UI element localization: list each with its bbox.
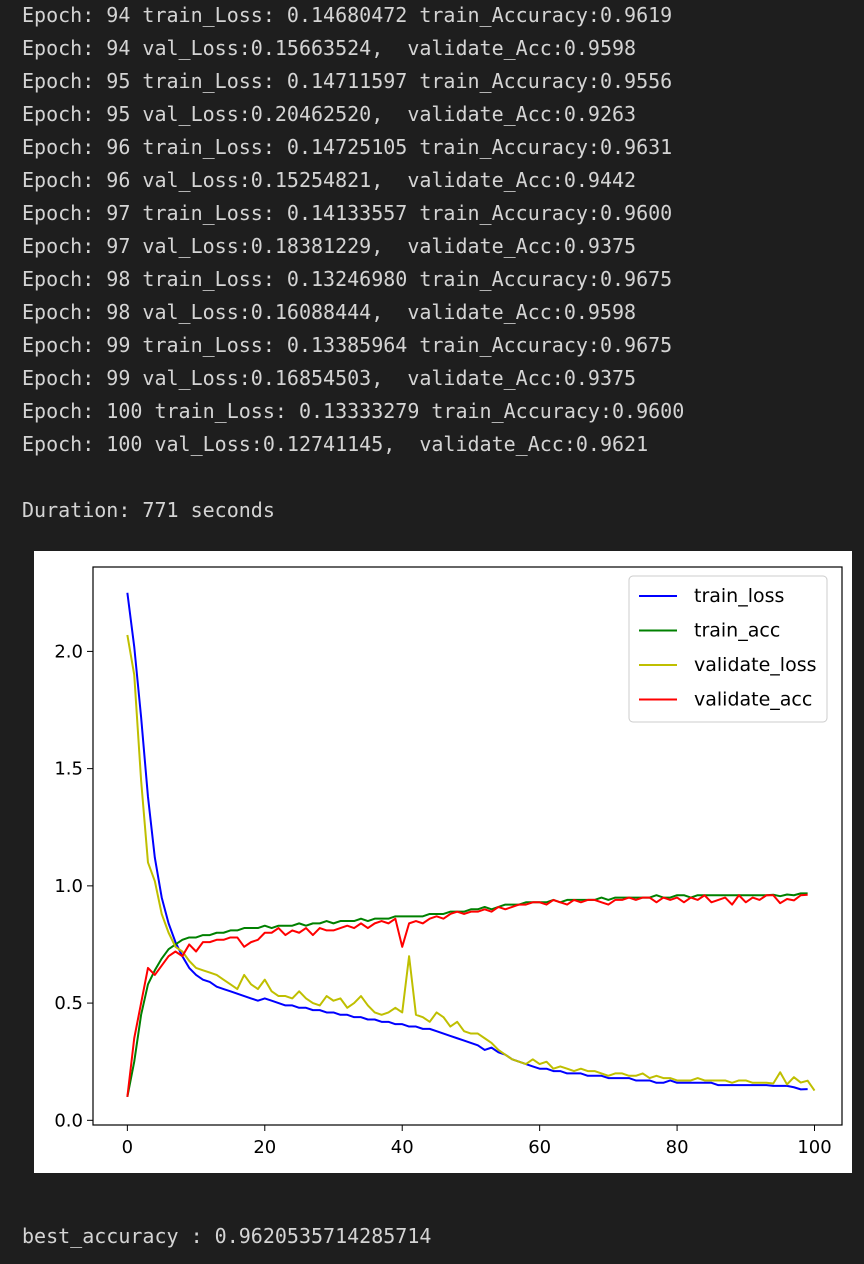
- log-line: Epoch: 97 train_Loss: 0.14133557 train_A…: [22, 201, 673, 225]
- legend-label-validate-loss: validate_loss: [694, 654, 817, 676]
- x-tick-label: 0: [122, 1137, 133, 1158]
- plot-frame: [92, 566, 843, 1126]
- log-line: Epoch: 99 val_Loss:0.16854503, validate_…: [22, 366, 637, 390]
- log-line: Epoch: 96 train_Loss: 0.14725105 train_A…: [22, 135, 673, 159]
- series-line-validate-acc: [126, 893, 808, 1097]
- log-line: Epoch: 95 train_Loss: 0.14711597 train_A…: [22, 69, 673, 93]
- log-line: Epoch: 95 val_Loss:0.20462520, validate_…: [22, 102, 637, 126]
- y-tick-label: 1.0: [54, 876, 83, 897]
- log-line: Epoch: 98 train_Loss: 0.13246980 train_A…: [22, 267, 673, 291]
- axes-layer: 0 20 40 60 80 100 0.0 0.5 1.0 1.5 2.0: [54, 566, 843, 1158]
- x-tick-label: 100: [797, 1137, 831, 1158]
- legend-label-train-loss: train_loss: [694, 585, 784, 607]
- y-tick-label: 1.5: [54, 759, 83, 780]
- best-accuracy-text: best_accuracy : 0.9620535714285714: [22, 1224, 432, 1248]
- series-line-train-loss: [126, 592, 808, 1091]
- x-tick-label: 40: [391, 1137, 414, 1158]
- log-line: Epoch: 94 val_Loss:0.15663524, validate_…: [22, 36, 637, 60]
- log-line: Epoch: 94 train_Loss: 0.14680472 train_A…: [22, 3, 673, 27]
- series-line-validate-loss: [126, 634, 816, 1092]
- log-line: Epoch: 100 train_Loss: 0.13333279 train_…: [22, 399, 685, 423]
- log-line: Epoch: 98 val_Loss:0.16088444, validate_…: [22, 300, 637, 324]
- legend-label-train-acc: train_acc: [694, 620, 780, 642]
- y-tick-label: 0.0: [54, 1110, 83, 1131]
- legend-box: [628, 575, 828, 723]
- x-tick-label: 60: [528, 1137, 551, 1158]
- series-line-train-acc: [126, 892, 808, 1098]
- training-plot: 0 20 40 60 80 100 0.0 0.5 1.0 1.5 2.0 train_loss tr…: [34, 551, 852, 1173]
- legend: train_loss train_acc validate_loss validate…: [628, 575, 828, 723]
- duration-text: Duration: 771 seconds: [22, 498, 275, 522]
- y-tick-label: 2.0: [54, 641, 83, 662]
- log-line: Epoch: 99 train_Loss: 0.13385964 train_A…: [22, 333, 673, 357]
- log-line: Epoch: 100 val_Loss:0.12741145, validate…: [22, 432, 649, 456]
- series-layer: [126, 592, 816, 1098]
- log-line: Epoch: 97 val_Loss:0.18381229, validate_…: [22, 234, 637, 258]
- x-tick-label: 80: [666, 1137, 689, 1158]
- log-line: Epoch: 96 val_Loss:0.15254821, validate_…: [22, 168, 637, 192]
- x-tick-label: 20: [253, 1137, 276, 1158]
- y-tick-label: 0.5: [54, 993, 83, 1014]
- legend-label-validate-acc: validate_acc: [694, 689, 812, 711]
